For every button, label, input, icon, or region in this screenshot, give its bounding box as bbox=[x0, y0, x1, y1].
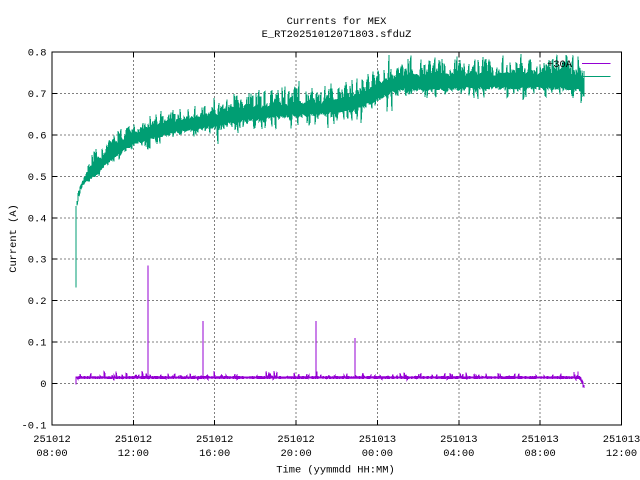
svg-text:16:00: 16:00 bbox=[199, 448, 230, 460]
svg-text:251013: 251013 bbox=[603, 434, 640, 446]
svg-text:251013: 251013 bbox=[440, 434, 477, 446]
svg-text:08:00: 08:00 bbox=[36, 448, 67, 460]
svg-text:0.8: 0.8 bbox=[28, 48, 47, 60]
svg-text:-0.1: -0.1 bbox=[22, 421, 47, 433]
svg-text:0.5: 0.5 bbox=[28, 172, 47, 184]
svg-text:251012: 251012 bbox=[33, 434, 70, 446]
svg-text:Current (A): Current (A) bbox=[8, 204, 20, 273]
svg-text:0.7: 0.7 bbox=[28, 89, 47, 101]
svg-text:251012: 251012 bbox=[277, 434, 314, 446]
svg-text:20:00: 20:00 bbox=[281, 448, 312, 460]
svg-text:12:00: 12:00 bbox=[606, 448, 637, 460]
svg-text:Currents for MEX: Currents for MEX bbox=[287, 16, 388, 28]
svg-text:251012: 251012 bbox=[196, 434, 233, 446]
svg-text:0.2: 0.2 bbox=[28, 296, 47, 308]
svg-text:0.3: 0.3 bbox=[28, 255, 47, 267]
svg-text:12:00: 12:00 bbox=[118, 448, 149, 460]
svg-text:0.4: 0.4 bbox=[28, 213, 47, 225]
svg-text:Time (yymmdd HH:MM): Time (yymmdd HH:MM) bbox=[276, 465, 394, 477]
svg-text:08:00: 08:00 bbox=[525, 448, 556, 460]
svg-text:251012: 251012 bbox=[115, 434, 152, 446]
svg-text:E_RT20251012071803.sfduZ: E_RT20251012071803.sfduZ bbox=[262, 29, 412, 41]
svg-text:00:00: 00:00 bbox=[362, 448, 393, 460]
svg-text:0.6: 0.6 bbox=[28, 130, 47, 142]
svg-text:04:00: 04:00 bbox=[443, 448, 474, 460]
svg-text:+30A: +30A bbox=[547, 59, 573, 71]
svg-text:251013: 251013 bbox=[521, 434, 558, 446]
svg-text:0.1: 0.1 bbox=[28, 338, 47, 350]
svg-text:251013: 251013 bbox=[359, 434, 396, 446]
svg-text:0: 0 bbox=[40, 379, 46, 391]
